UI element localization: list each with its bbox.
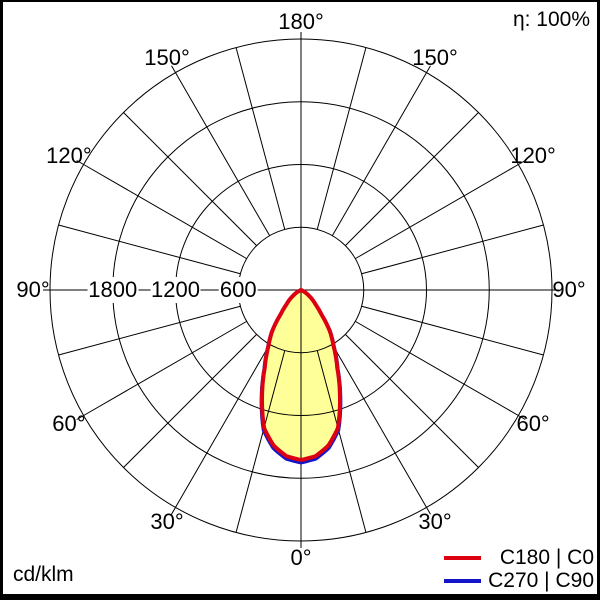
grid-spoke <box>331 72 427 236</box>
legend: C180 | C0 C270 | C90 <box>444 546 594 592</box>
grid-spoke <box>331 344 427 508</box>
grid-spoke <box>345 112 479 246</box>
angle-label-150-left: 150° <box>144 44 190 70</box>
legend-line-red-icon <box>444 555 481 560</box>
grid-spoke <box>58 305 241 356</box>
grid-spoke <box>175 72 271 236</box>
radial-label-600: 600 <box>218 277 258 303</box>
grid-spoke <box>316 47 367 230</box>
angle-label-120-right: 120° <box>510 143 556 168</box>
angle-label-90-left: 90° <box>16 277 50 302</box>
angle-label-120-left: 120° <box>46 143 92 168</box>
grid-tick <box>518 415 526 420</box>
grid-spoke <box>355 320 519 416</box>
angle-label-150-right: 150° <box>412 44 458 70</box>
grid-spoke <box>345 334 479 468</box>
grid-spoke <box>175 344 271 508</box>
grid-tick <box>76 160 84 165</box>
grid-tick <box>426 507 431 515</box>
legend-label-c90: C270 | C90 <box>488 569 594 592</box>
radial-label-1800: 1800 <box>87 277 139 303</box>
grid-spoke <box>355 164 519 260</box>
efficiency-label: η: 100% <box>512 8 590 31</box>
radial-label-1200: 1200 <box>150 277 201 303</box>
grid-spoke <box>235 47 286 230</box>
grid-spoke <box>361 224 544 275</box>
grid-spoke <box>361 305 544 356</box>
angle-label-60-left: 60° <box>52 411 86 436</box>
grid-spoke <box>123 334 257 468</box>
angle-label-60-right: 60° <box>516 411 550 436</box>
grid-tick <box>76 415 84 420</box>
legend-item-c0: C180 | C0 <box>444 546 594 569</box>
grid-tick <box>171 65 176 73</box>
legend-item-c90: C270 | C90 <box>444 569 594 592</box>
curve-c180-c0 <box>260 288 342 462</box>
grid-spoke <box>83 164 247 260</box>
angle-label-0: 0° <box>290 545 312 570</box>
unit-label: cd/klm <box>13 563 74 586</box>
polar-grid-and-curves <box>43 32 559 548</box>
angle-label-180: 180° <box>278 9 324 34</box>
grid-tick <box>171 507 176 515</box>
legend-label-c0: C180 | C0 <box>499 546 594 569</box>
grid-tick <box>426 65 431 73</box>
legend-line-blue-icon <box>444 578 481 583</box>
grid-spoke <box>316 350 367 533</box>
angle-label-30-right: 30° <box>418 509 452 535</box>
grid-spoke <box>83 320 247 416</box>
grid-spoke <box>58 224 241 275</box>
angle-label-90-right: 90° <box>552 277 586 302</box>
grid-tick <box>518 160 526 165</box>
angle-label-30-left: 30° <box>150 509 184 535</box>
grid-spoke <box>235 350 286 533</box>
grid-spoke <box>123 112 257 246</box>
